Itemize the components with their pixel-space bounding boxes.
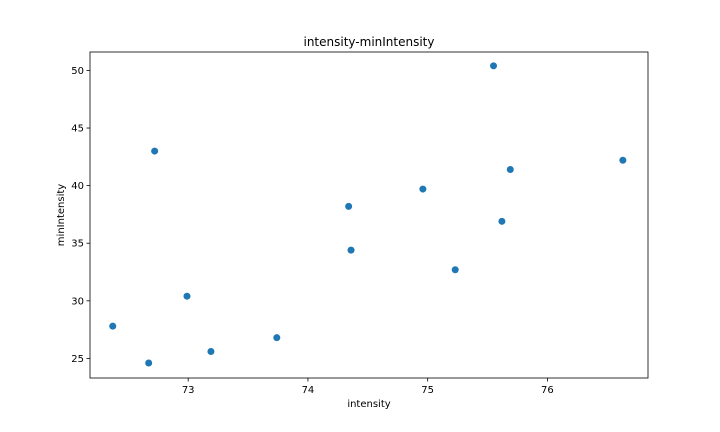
y-tick-label: 40 [71, 181, 84, 192]
chart-title: intensity-minIntensity [303, 35, 434, 49]
data-point [109, 322, 117, 330]
plot-area [89, 51, 649, 379]
x-axis-label: intensity [347, 399, 390, 410]
data-point [207, 348, 215, 356]
y-tick-label: 30 [71, 296, 84, 307]
data-point [619, 156, 627, 164]
data-point [273, 334, 281, 342]
y-tick-label: 25 [71, 354, 84, 365]
data-point [490, 62, 498, 70]
data-point [151, 147, 159, 155]
data-point [183, 292, 191, 300]
data-points [109, 62, 627, 367]
x-tick-label: 75 [421, 385, 434, 396]
y-tick-label: 45 [71, 124, 84, 135]
data-point [347, 246, 355, 254]
y-axis-label: minIntensity [56, 184, 67, 246]
data-point [145, 359, 153, 367]
x-tick-label: 74 [302, 385, 315, 396]
data-point [345, 202, 353, 210]
y-axis: 25 30 35 40 45 50 [71, 66, 90, 365]
data-point [506, 165, 514, 173]
x-axis: 73 74 75 76 [182, 378, 554, 396]
y-tick-label: 35 [71, 239, 84, 250]
data-point [451, 266, 459, 274]
x-tick-label: 73 [182, 385, 195, 396]
x-tick-label: 76 [541, 385, 554, 396]
y-tick-label: 50 [71, 66, 84, 77]
data-point [498, 217, 506, 225]
data-point [419, 185, 427, 193]
